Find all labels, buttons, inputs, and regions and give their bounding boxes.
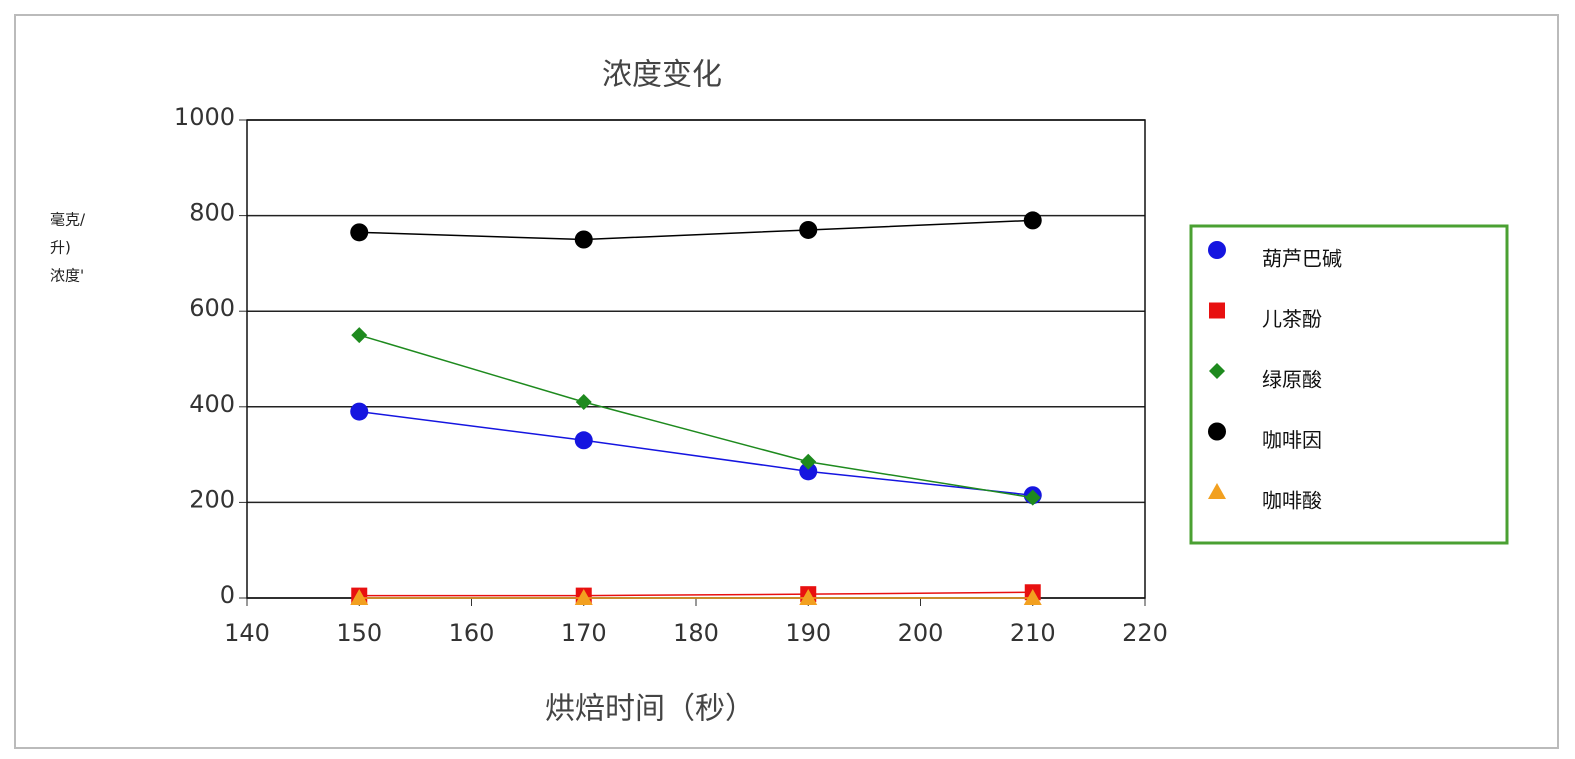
x-tick-label: 180: [673, 619, 719, 647]
legend-marker: [1208, 241, 1226, 259]
legend-marker: [1208, 422, 1226, 441]
data-point: [575, 394, 592, 411]
data-point: [799, 220, 818, 239]
x-tick-label: 140: [224, 619, 270, 647]
data-point: [574, 230, 593, 249]
data-point: [799, 462, 818, 481]
y-tick-label: 0: [220, 581, 235, 609]
x-tick-label: 150: [336, 619, 382, 647]
legend-label: 咖啡酸: [1262, 489, 1322, 513]
y-axis-label: 升): [50, 239, 71, 257]
y-tick-label: 200: [189, 485, 235, 513]
data-point: [350, 589, 369, 605]
data-point: [1023, 211, 1042, 230]
legend-box: [1189, 224, 1509, 545]
legend-label: 儿茶酚: [1262, 307, 1322, 331]
legend-marker: [1209, 302, 1225, 319]
x-axis-label: 烘焙时间（秒）: [545, 692, 755, 727]
x-tick-label: 160: [449, 619, 495, 647]
x-tick-label: 210: [1010, 619, 1056, 647]
data-point: [1024, 489, 1041, 506]
data-point: [1023, 589, 1042, 605]
x-tick-label: 200: [898, 619, 944, 647]
y-tick-label: 800: [189, 199, 235, 227]
x-tick-label: 170: [561, 619, 607, 647]
data-point: [350, 402, 369, 421]
data-point: [574, 431, 593, 450]
y-axis-label: 浓度': [50, 267, 84, 285]
data-point: [574, 589, 593, 605]
series-line: [359, 591, 1033, 597]
legend-marker: [1208, 483, 1226, 499]
data-point: [350, 223, 369, 242]
data-point: [799, 589, 818, 605]
legend-marker: [1209, 363, 1225, 379]
x-tick-label: 190: [785, 619, 831, 647]
series-line: [359, 410, 1033, 496]
y-tick-label: 600: [189, 294, 235, 322]
legend-label: 葫芦巴碱: [1262, 247, 1342, 271]
chart-title: 浓度变化: [602, 58, 722, 93]
legend-label: 咖啡因: [1262, 428, 1322, 452]
series-line: [359, 219, 1033, 241]
y-tick-label: 1000: [174, 103, 235, 131]
series-line: [359, 334, 1033, 499]
legend-label: 绿原酸: [1262, 368, 1322, 392]
x-tick-label: 220: [1122, 619, 1168, 647]
data-point: [351, 327, 368, 344]
y-tick-label: 400: [189, 390, 235, 418]
data-point: [800, 453, 817, 470]
y-axis-label: 毫克/: [50, 211, 86, 229]
